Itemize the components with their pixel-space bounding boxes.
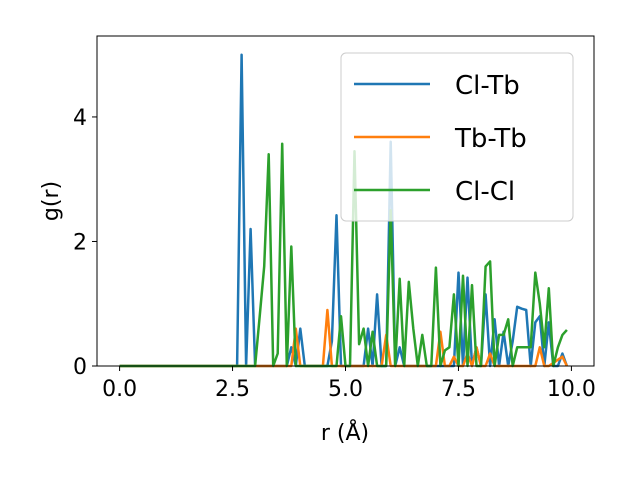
x-tick-label: 7.5	[441, 377, 476, 402]
y-axis-ticks: 0 2 4	[73, 106, 97, 380]
legend-label-tb-tb: Tb-Tb	[454, 124, 527, 154]
x-tick-label: 2.5	[215, 377, 250, 402]
legend-label-cl-tb: Cl-Tb	[455, 71, 520, 101]
x-axis-ticks: 0.0 2.5 5.0 7.5 10.0	[102, 366, 596, 402]
y-axis-label: g(r)	[39, 181, 64, 221]
y-tick-label: 0	[73, 355, 87, 380]
x-tick-label: 0.0	[102, 377, 137, 402]
legend-box	[340, 52, 574, 222]
y-tick-label: 2	[73, 230, 87, 255]
legend-label-cl-cl: Cl-Cl	[455, 177, 515, 207]
y-tick-label: 4	[73, 106, 87, 131]
x-axis-label: r (Å)	[321, 419, 369, 446]
x-tick-label: 5.0	[328, 377, 363, 402]
legend: Cl-Tb Tb-Tb Cl-Cl	[340, 52, 574, 222]
x-tick-label: 10.0	[547, 377, 596, 402]
